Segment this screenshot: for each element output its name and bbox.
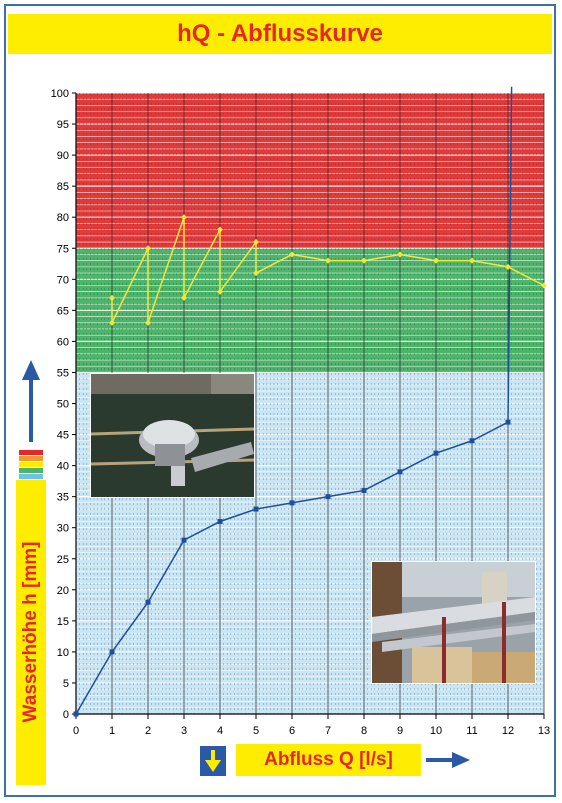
- y-tick-label: 45: [57, 430, 69, 442]
- y-tick-label: 80: [57, 212, 69, 224]
- series-point-0: [433, 450, 439, 456]
- x-axis-label-box: Abfluss Q [l/s]: [236, 744, 421, 776]
- x-tick-label: 10: [430, 725, 442, 737]
- y-tick-label: 15: [57, 616, 69, 628]
- y-tick-label: 40: [57, 461, 69, 473]
- title-bar: hQ - Abflusskurve: [8, 14, 552, 54]
- series-point-1: [361, 257, 367, 264]
- y-tick-label: 60: [57, 336, 69, 348]
- series-point-0: [289, 500, 295, 506]
- x-tick-label: 0: [73, 725, 79, 737]
- series-point-1: [397, 251, 403, 258]
- series-point-0: [109, 649, 115, 655]
- x-tick-label: 11: [466, 725, 477, 737]
- y-axis-label-box: [16, 480, 46, 785]
- series-layer: [73, 86, 547, 717]
- down-arrow-icon: [200, 746, 226, 776]
- x-tick-label: 12: [502, 725, 514, 737]
- series-point-1: [541, 282, 547, 289]
- x-tick-label: 7: [325, 725, 331, 737]
- y-tick-labels: 0 5 10 15 20 25 30 35 40 45 50 55 60 65 70 75 80 85 90 95 10…: [51, 88, 76, 721]
- right-arrow-icon: [426, 752, 470, 768]
- series-point-1: [181, 294, 187, 301]
- y-tick-label: 65: [57, 305, 69, 317]
- y-tick-label: 95: [57, 119, 69, 131]
- y-tick-label: 70: [57, 274, 69, 286]
- x-tick-label: 9: [397, 725, 403, 737]
- chart-title: hQ - Abflusskurve: [177, 20, 383, 47]
- x-axis-label: Abfluss Q [l/s]: [264, 749, 393, 770]
- x-tick-label: 6: [289, 725, 295, 737]
- series-point-1: [109, 319, 115, 326]
- y-tick-label: 20: [57, 585, 69, 597]
- x-tick-label: 3: [181, 725, 187, 737]
- y-tick-label: 5: [63, 678, 69, 690]
- y-tick-label: 10: [57, 647, 69, 659]
- series-point-1: [145, 319, 151, 326]
- series-point-0: [73, 711, 79, 717]
- series-point-1: [253, 239, 259, 246]
- valve-photo: [90, 373, 255, 498]
- x-tick-label: 5: [253, 725, 259, 737]
- y-tick-label: 90: [57, 150, 69, 162]
- x-tick-label: 13: [538, 725, 550, 737]
- y-tick-label: 25: [57, 554, 69, 566]
- series-point-1: [469, 257, 475, 264]
- y-tick-label: 100: [51, 88, 69, 100]
- series-point-0: [505, 419, 511, 425]
- series-point-0: [145, 599, 151, 605]
- y-tick-label: 75: [57, 243, 69, 255]
- y-tick-label: 55: [57, 367, 69, 379]
- series-point-1: [217, 288, 223, 295]
- series-point-1: [505, 263, 511, 270]
- y-tick-label: 50: [57, 399, 69, 411]
- series-line-1: [111, 216, 545, 324]
- series-point-0: [397, 469, 403, 475]
- series-point-1: [253, 270, 259, 277]
- series-point-0: [181, 537, 187, 543]
- series-point-0: [217, 518, 223, 524]
- y-axis-label: Wasserhöhe h [mm]: [20, 541, 41, 723]
- series-point-0: [325, 494, 331, 500]
- series-point-1: [325, 257, 331, 264]
- series-line-0: [75, 86, 513, 715]
- x-tick-label: 1: [109, 725, 115, 737]
- series-point-0: [469, 438, 475, 444]
- up-arrow-icon: [22, 360, 40, 442]
- x-tick-labels: 0 1 2 3 4 5 6 7 8 9 10 11 12 13: [73, 714, 550, 737]
- x-tick-label: 8: [361, 725, 367, 737]
- y-tick-label: 0: [63, 709, 69, 721]
- pipes-photo: [371, 561, 536, 684]
- series-point-1: [181, 214, 187, 221]
- x-tick-label: 4: [217, 725, 223, 737]
- series-point-1: [289, 251, 295, 258]
- y-tick-label: 30: [57, 523, 69, 535]
- series-point-1: [109, 294, 115, 301]
- series-point-1: [433, 257, 439, 264]
- series-point-0: [253, 506, 259, 512]
- y-tick-label: 35: [57, 492, 69, 504]
- series-point-1: [145, 245, 151, 252]
- color-scale-icon: [19, 450, 43, 479]
- series-point-1: [217, 226, 223, 233]
- x-tick-label: 2: [145, 725, 151, 737]
- series-point-0: [361, 487, 367, 493]
- y-tick-label: 85: [57, 181, 69, 193]
